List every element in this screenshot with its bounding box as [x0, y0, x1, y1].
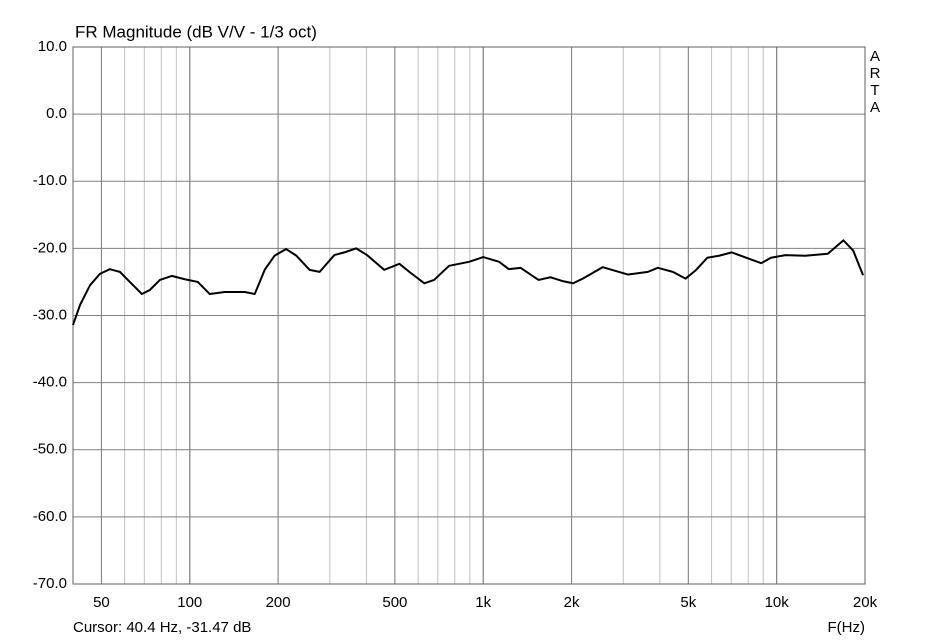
y-tick-label: -70.0 [33, 575, 67, 592]
y-tick-label: -30.0 [33, 306, 67, 323]
cursor-readout: Cursor: 40.4 Hz, -31.47 dB [73, 619, 251, 636]
x-tick-label: 100 [177, 594, 202, 611]
y-tick-label: 0.0 [46, 105, 67, 122]
y-tick-label: 10.0 [38, 38, 67, 55]
y-tick-label: -20.0 [33, 239, 67, 256]
plot-frame [72, 46, 866, 585]
x-tick-label: 1k [475, 594, 491, 611]
response-curve [72, 239, 864, 326]
x-tick-label: 200 [266, 594, 291, 611]
watermark: ARTA [869, 48, 881, 116]
x-tick-label: 10k [765, 594, 790, 611]
x-tick-label: 500 [382, 594, 407, 611]
y-tick-label: -60.0 [33, 508, 67, 525]
x-tick-label: 20k [853, 594, 878, 611]
chart-title: FR Magnitude (dB V/V - 1/3 oct) [75, 22, 317, 41]
x-tick-label: 50 [93, 594, 110, 611]
y-tick-label: -50.0 [33, 441, 67, 458]
x-axis-label: F(Hz) [828, 619, 866, 636]
y-tick-label: -40.0 [33, 374, 67, 391]
x-tick-label: 5k [680, 594, 696, 611]
y-tick-label: -10.0 [33, 172, 67, 189]
x-tick-label: 2k [564, 594, 580, 611]
